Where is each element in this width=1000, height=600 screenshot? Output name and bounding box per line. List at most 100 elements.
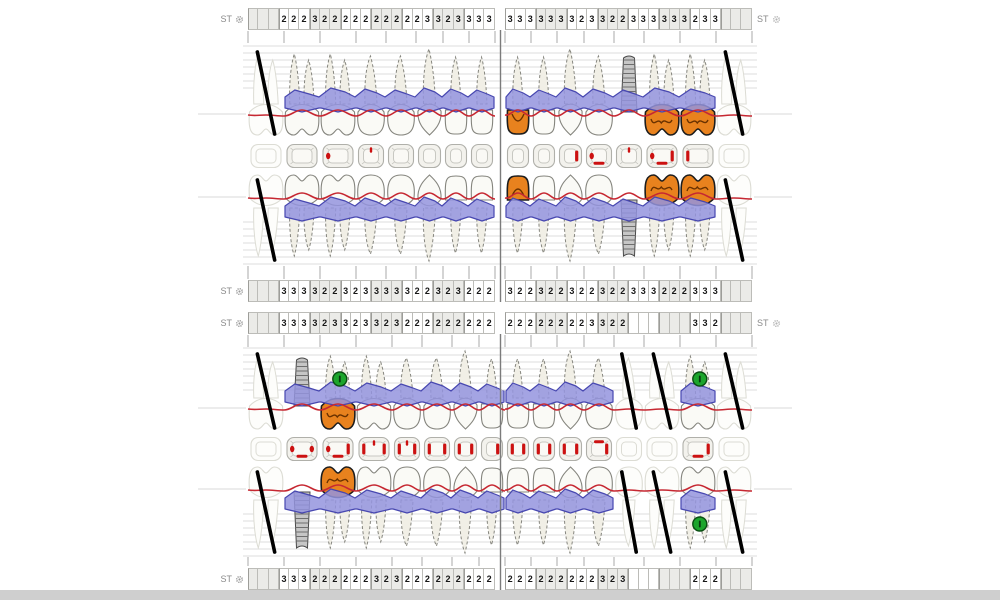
probing-depth-cell[interactable]: 2 xyxy=(443,568,454,590)
probing-depth-cell[interactable]: 2 xyxy=(607,312,619,334)
probing-depth-cell[interactable]: 3 xyxy=(587,8,598,30)
probing-depth-cell[interactable]: 3 xyxy=(700,280,711,302)
probing-depth-cell[interactable]: 3 xyxy=(391,568,403,590)
probing-depth-cell[interactable]: 2 xyxy=(700,568,711,590)
probing-depth-cell[interactable]: 3 xyxy=(546,8,557,30)
gear-icon[interactable] xyxy=(235,319,244,328)
probing-depth-cell[interactable] xyxy=(258,280,269,302)
probing-depth-cell[interactable] xyxy=(720,312,732,334)
probing-depth-cell[interactable]: 2 xyxy=(484,312,495,334)
probing-depth-cell[interactable]: 2 xyxy=(319,280,331,302)
probing-depth-cell[interactable]: 2 xyxy=(402,8,413,30)
probing-depth-cell[interactable]: 2 xyxy=(350,8,362,30)
probing-depth-cell[interactable]: 3 xyxy=(700,312,711,334)
probing-depth-cell[interactable]: 2 xyxy=(546,280,557,302)
probing-depth-cell[interactable]: 2 xyxy=(412,8,423,30)
occlusal-view-icon[interactable] xyxy=(358,436,390,462)
probing-depth-cell[interactable]: 3 xyxy=(402,280,413,302)
probing-depth-cell[interactable]: 3 xyxy=(525,8,536,30)
probing-depth-cell[interactable]: 2 xyxy=(515,568,526,590)
occlusal-view-icon[interactable] xyxy=(480,436,504,462)
probing-depth-cell[interactable]: 3 xyxy=(453,8,464,30)
probing-depth-cell[interactable] xyxy=(659,312,670,334)
probing-depth-cell[interactable] xyxy=(720,8,732,30)
probing-depth-cell[interactable]: 2 xyxy=(422,312,434,334)
probing-depth-cell[interactable]: 2 xyxy=(546,568,557,590)
probing-depth-cell[interactable]: 2 xyxy=(607,280,619,302)
occlusal-view-icon[interactable] xyxy=(532,143,556,169)
probing-depth-cell[interactable] xyxy=(669,312,680,334)
occlusal-view-icon[interactable] xyxy=(682,143,714,169)
probing-depth-cell[interactable]: 3 xyxy=(690,280,701,302)
probing-depth-cell[interactable]: 3 xyxy=(566,8,577,30)
probing-depth-cell[interactable] xyxy=(720,568,732,590)
occlusal-view-icon[interactable] xyxy=(444,143,468,169)
probing-depth-cell[interactable]: 3 xyxy=(474,8,485,30)
probing-depth-cell[interactable]: 3 xyxy=(309,280,320,302)
probing-depth-cell[interactable]: 2 xyxy=(381,8,392,30)
probing-depth-cell[interactable]: 2 xyxy=(618,312,629,334)
probing-depth-cell[interactable]: 2 xyxy=(474,280,485,302)
probing-depth-cell[interactable]: 2 xyxy=(412,280,423,302)
probing-depth-cell[interactable]: 3 xyxy=(361,280,372,302)
probing-depth-cell[interactable]: 3 xyxy=(289,568,300,590)
probing-depth-cell[interactable]: 3 xyxy=(638,8,649,30)
tooth-crown[interactable] xyxy=(506,467,530,493)
occlusal-view-icon[interactable] xyxy=(357,143,385,169)
probing-depth-cell[interactable]: 3 xyxy=(330,312,341,334)
probing-depth-cell[interactable]: 3 xyxy=(371,568,382,590)
tooth-crown[interactable] xyxy=(356,466,392,499)
occlusal-view-icon[interactable] xyxy=(558,143,583,169)
probing-depth-cell[interactable]: 3 xyxy=(309,8,320,30)
occlusal-view-icon[interactable] xyxy=(286,436,318,462)
probing-depth-cell[interactable]: 2 xyxy=(576,312,588,334)
occlusal-view-icon[interactable] xyxy=(423,436,451,462)
probing-depth-cell[interactable]: 3 xyxy=(618,568,629,590)
probing-depth-cell[interactable]: 3 xyxy=(700,8,711,30)
probing-depth-cell[interactable]: 3 xyxy=(597,312,608,334)
gear-icon[interactable] xyxy=(772,319,781,328)
occlusal-view-icon[interactable] xyxy=(558,436,583,462)
probing-depth-cell[interactable]: 3 xyxy=(299,568,310,590)
probing-depth-cell[interactable] xyxy=(268,280,279,302)
restoration-crown[interactable] xyxy=(680,174,716,207)
probing-depth-cell[interactable]: 2 xyxy=(587,568,598,590)
probing-depth-cell[interactable] xyxy=(268,568,279,590)
occlusal-view-icon[interactable] xyxy=(532,436,556,462)
probing-depth-cell[interactable]: 3 xyxy=(371,312,382,334)
probing-depth-cell[interactable]: 3 xyxy=(340,280,351,302)
probing-depth-cell[interactable]: 3 xyxy=(391,312,403,334)
occlusal-view-icon[interactable] xyxy=(585,143,613,169)
tooth-crown[interactable] xyxy=(470,109,494,135)
occlusal-view-icon[interactable] xyxy=(682,436,714,462)
probing-depth-cell[interactable]: 3 xyxy=(453,280,464,302)
occlusal-view-icon[interactable] xyxy=(453,436,478,462)
probing-depth-cell[interactable]: 2 xyxy=(463,312,475,334)
probing-depth-cell[interactable]: 2 xyxy=(381,568,392,590)
probing-depth-cell[interactable]: 3 xyxy=(371,280,382,302)
probing-depth-cell[interactable] xyxy=(720,280,732,302)
gear-icon[interactable] xyxy=(235,575,244,584)
tooth-crown[interactable] xyxy=(680,466,716,499)
probing-depth-cell[interactable] xyxy=(659,568,670,590)
probing-depth-cell[interactable]: 3 xyxy=(299,312,310,334)
probing-depth-cell[interactable] xyxy=(628,312,639,334)
probing-depth-cell[interactable]: 2 xyxy=(350,280,362,302)
probing-depth-cell[interactable] xyxy=(741,312,752,334)
probing-depth-cell[interactable]: 2 xyxy=(566,312,577,334)
probing-depth-cell[interactable]: 3 xyxy=(566,280,577,302)
probing-depth-cell[interactable]: 3 xyxy=(597,280,608,302)
probing-depth-cell[interactable]: 3 xyxy=(515,8,526,30)
probing-depth-cell[interactable]: 3 xyxy=(556,8,567,30)
tooth-crown[interactable] xyxy=(470,175,494,201)
occlusal-view-icon[interactable] xyxy=(393,436,421,462)
occlusal-view-icon[interactable] xyxy=(585,436,613,462)
probing-depth-cell[interactable]: 2 xyxy=(556,568,567,590)
probing-depth-cell[interactable]: 3 xyxy=(433,280,444,302)
probing-depth-cell[interactable]: 3 xyxy=(628,280,639,302)
probing-depth-cell[interactable] xyxy=(679,568,691,590)
occlusal-view-icon[interactable] xyxy=(506,436,530,462)
probing-depth-cell[interactable]: 3 xyxy=(710,280,721,302)
occlusal-view-icon[interactable] xyxy=(470,143,494,169)
probing-depth-cell[interactable]: 2 xyxy=(566,568,577,590)
